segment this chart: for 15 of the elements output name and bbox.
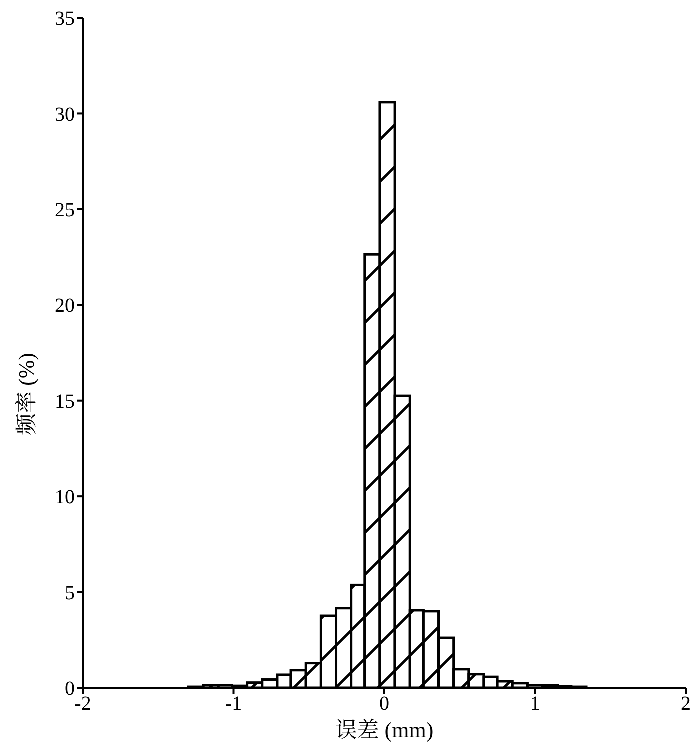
x-tick-label: -1 <box>225 693 242 716</box>
x-tick-label: 2 <box>681 693 691 716</box>
y-tick-label: 0 <box>65 678 75 700</box>
x-tick-label: 0 <box>380 693 390 716</box>
x-axis-title: 误差 (mm) <box>335 718 434 743</box>
x-tick-label: -2 <box>74 693 92 716</box>
y-tick-label: 25 <box>55 200 75 222</box>
y-tick-label: 30 <box>55 104 75 126</box>
y-tick-label: 10 <box>55 486 75 509</box>
x-tick-label: 1 <box>530 693 540 716</box>
y-tick-label: 5 <box>65 582 75 604</box>
y-tick-label: 15 <box>55 390 75 413</box>
y-tick-label: 35 <box>55 8 75 30</box>
y-axis-title: 频率 (%) <box>14 353 39 436</box>
y-tick-label: 20 <box>55 295 75 318</box>
